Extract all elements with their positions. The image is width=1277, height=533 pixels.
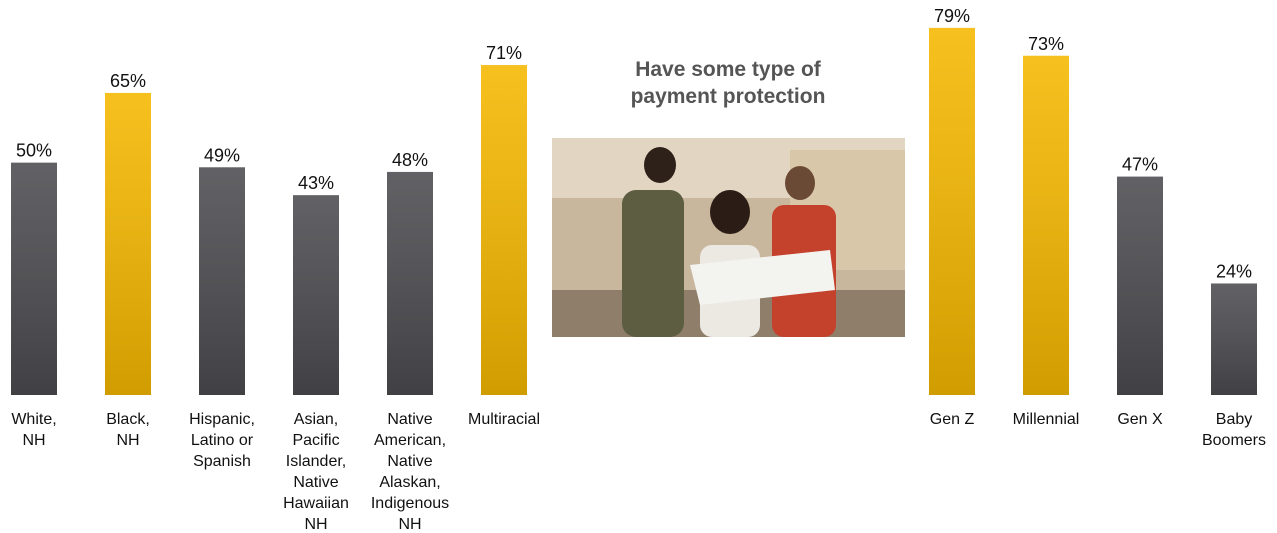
bar <box>929 27 975 395</box>
category-label: White, NH <box>11 411 56 449</box>
category-label: Baby Boomers <box>1202 411 1266 449</box>
value-label: 49% <box>204 145 240 165</box>
bar <box>293 195 339 395</box>
category-label: Millennial <box>1013 411 1080 428</box>
value-label: 48% <box>392 150 428 170</box>
bar <box>1023 55 1069 395</box>
value-label: 65% <box>110 71 146 91</box>
bar <box>11 162 57 395</box>
value-label: 24% <box>1216 261 1252 281</box>
bar <box>387 171 433 395</box>
category-label: Multiracial <box>468 411 540 428</box>
category-label: Black, NH <box>106 411 150 449</box>
category-label: Gen X <box>1117 411 1163 428</box>
category-label: Native American, Native Alaskan, Indigenous N… <box>371 411 449 533</box>
bar <box>199 167 245 395</box>
value-label: 47% <box>1122 155 1158 175</box>
value-label: 43% <box>298 173 334 193</box>
bar <box>1117 176 1163 395</box>
category-label: Asian, Pacific Islander, Native Hawaiian NH <box>283 411 349 533</box>
bar <box>105 92 151 396</box>
value-label: 50% <box>16 141 52 161</box>
title: Have some type of payment protection <box>631 58 826 108</box>
bar <box>481 65 527 395</box>
value-label: 73% <box>1028 34 1064 54</box>
photo <box>552 138 905 337</box>
category-label: Hispanic, Latino or Spanish <box>189 411 255 470</box>
value-label: 71% <box>486 43 522 63</box>
value-label: 79% <box>934 6 970 26</box>
bar <box>1211 283 1257 395</box>
category-label: Gen Z <box>930 411 975 428</box>
